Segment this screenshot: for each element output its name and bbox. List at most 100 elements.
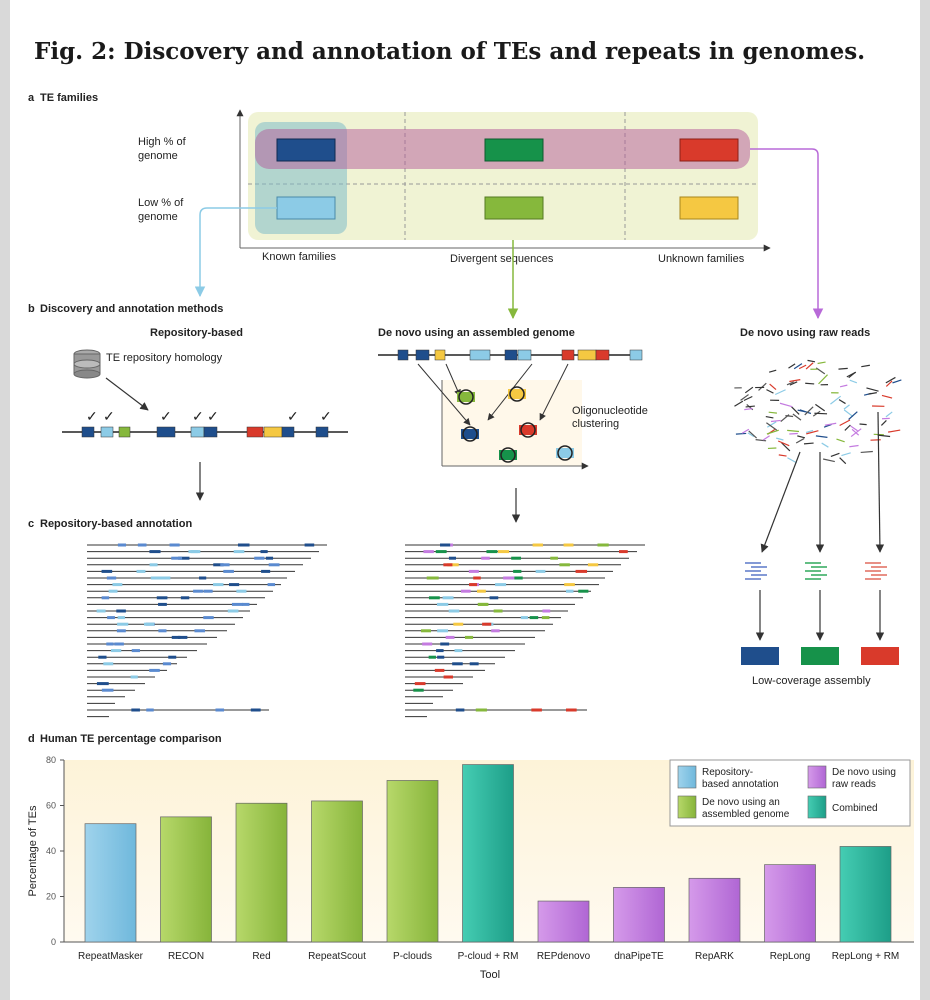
read-fragment <box>797 435 806 439</box>
read-fragment <box>860 450 873 454</box>
chart-legend: Repository-based annotation De novo using… <box>669 759 911 827</box>
annotation-segment <box>106 576 117 580</box>
annotation-segment <box>489 596 499 600</box>
annotation-segment <box>101 688 114 692</box>
cluster-block <box>519 425 537 435</box>
annotation-segment <box>220 563 230 567</box>
annotation-segment <box>112 583 123 587</box>
homology-arrow <box>105 377 149 411</box>
annotation-segment <box>203 616 214 620</box>
legend-swatch <box>677 765 697 789</box>
read-fragment <box>885 380 893 387</box>
annotation-segment <box>535 569 546 573</box>
annotation-segment <box>158 629 167 633</box>
annotation-segment <box>146 708 154 712</box>
annotation-segment <box>162 662 172 666</box>
read-fragment <box>788 363 796 369</box>
annotation-segment <box>440 543 451 547</box>
annotation-segment <box>469 662 479 666</box>
reads-arrow <box>760 451 801 553</box>
te-segment <box>281 426 295 438</box>
te-segment <box>397 349 409 361</box>
read-fragment <box>803 442 814 445</box>
x-tick-label: RepLong <box>770 951 811 962</box>
y-tick-label: 60 <box>46 801 56 811</box>
chart-x-labels: RepeatMasker RECON Red RepeatScout P-clouds P… <box>78 951 899 962</box>
read-fragment <box>770 419 781 423</box>
annotation-segment <box>117 622 129 626</box>
read-fragment <box>776 437 784 441</box>
annotation-segment <box>435 550 447 554</box>
annotation-segment <box>426 576 439 580</box>
annotation-segment <box>442 596 454 600</box>
te-segment <box>315 426 329 438</box>
panel-a-letter: a <box>28 92 35 104</box>
annotation-segment <box>229 583 240 587</box>
annotation-segment <box>267 583 276 587</box>
annotation-segment <box>434 668 445 672</box>
read-fragment <box>836 438 845 443</box>
read-fragment <box>817 361 826 365</box>
cluster-block <box>508 389 526 399</box>
panel-a-heading: TE families <box>40 92 98 104</box>
annotation-segment <box>443 675 453 679</box>
repo-annotation-lines <box>87 543 327 718</box>
read-fragment <box>824 422 837 426</box>
cluster-circle <box>520 422 536 438</box>
read-fragment <box>766 429 779 435</box>
annotation-segment <box>413 688 424 692</box>
annotation-segment <box>495 583 507 587</box>
annotation-segment <box>469 583 478 587</box>
annotation-segment <box>237 543 250 547</box>
cluster-block <box>499 450 517 460</box>
annotation-segment <box>542 609 551 613</box>
legend-label: De novo using an <box>702 797 780 808</box>
read-fragment <box>861 364 870 368</box>
x-tick-label: P-cloud + RM <box>458 951 519 962</box>
denovo-asm-heading: De novo using an assembled genome <box>378 327 575 339</box>
te-block-light-blue <box>276 196 336 220</box>
read-fragment <box>740 394 749 401</box>
annotation-segment <box>131 649 140 653</box>
read-fragment <box>807 359 816 363</box>
annotation-segment <box>445 635 455 639</box>
annotation-segment <box>101 569 113 573</box>
annotation-segment <box>455 708 465 712</box>
y-tick-label: 20 <box>46 892 56 902</box>
annotation-segment <box>96 682 109 686</box>
bar <box>764 864 816 943</box>
legend-label: Combined <box>832 803 878 814</box>
annotation-segment <box>213 563 224 567</box>
legend-label: raw reads <box>832 779 876 790</box>
read-fragment <box>844 424 851 431</box>
annotation-segment <box>563 543 574 547</box>
annotation-segment <box>428 596 440 600</box>
annotation-segment <box>149 550 161 554</box>
annotation-segment <box>117 616 125 620</box>
annotation-segment <box>114 642 124 646</box>
read-fragment <box>823 423 832 428</box>
annotation-segment <box>448 556 456 560</box>
panel-a: a TE families High % of genome Low % of … <box>28 92 824 320</box>
panel-c-heading: Repository-based annotation <box>40 518 192 530</box>
annotation-segment <box>578 589 589 593</box>
read-fragment <box>838 399 846 405</box>
read-fragment <box>758 382 767 391</box>
legend-label: based annotation <box>702 779 779 790</box>
annotation-segment <box>454 649 463 653</box>
annotation-segment <box>453 622 464 626</box>
y-tick-label: 0 <box>51 937 56 947</box>
cluster-circle <box>458 389 474 405</box>
annotation-segment <box>493 609 503 613</box>
read-fragment <box>762 435 770 441</box>
annotation-segment <box>171 556 183 560</box>
annotation-segment <box>437 629 449 633</box>
annotation-segment <box>436 602 449 606</box>
x-tick-label: dnaPipeTE <box>614 951 664 962</box>
check-icon: ✓ <box>160 408 172 424</box>
read-fragment <box>849 379 858 384</box>
check-icon: ✓ <box>192 408 204 424</box>
read-fragment <box>787 457 798 464</box>
cluster-block <box>461 429 479 439</box>
cluster-block <box>556 448 574 458</box>
